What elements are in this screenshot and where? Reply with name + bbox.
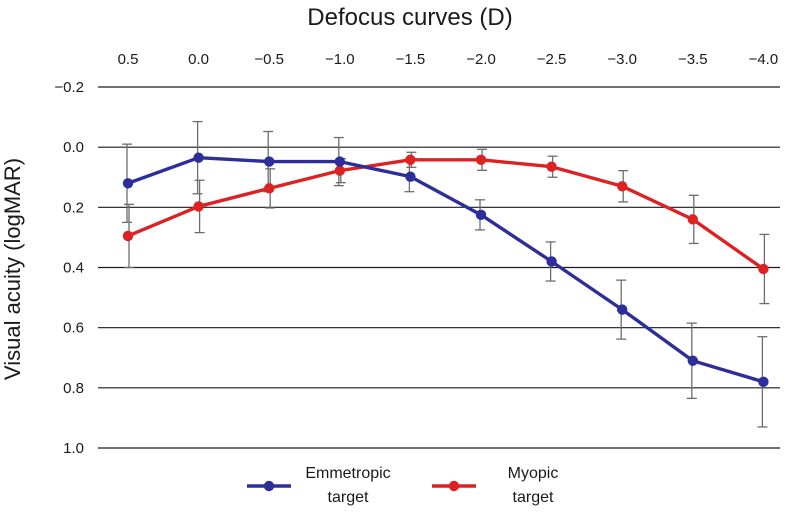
data-point xyxy=(405,154,416,166)
legend-label-line2: target xyxy=(328,489,369,506)
data-point xyxy=(546,161,557,172)
x-tick-label: −3.0 xyxy=(607,51,637,68)
y-tick-label: 0.2 xyxy=(63,199,84,216)
data-point xyxy=(193,152,204,163)
data-point xyxy=(193,201,204,212)
y-tick-labels: −0.2 0.0 0.2 0.4 0.6 0.8 1.0 xyxy=(54,79,84,457)
data-point xyxy=(122,230,134,242)
gridlines xyxy=(98,86,780,449)
data-point xyxy=(687,355,698,366)
x-tick-label: 0.5 xyxy=(118,51,139,68)
legend-swatch-marker xyxy=(263,480,275,492)
x-tick-label: −4.0 xyxy=(749,51,779,68)
x-tick-label: −0.5 xyxy=(254,51,284,68)
legend-swatch-marker xyxy=(448,480,460,492)
x-tick-label: −1.5 xyxy=(396,51,426,68)
data-point xyxy=(334,165,345,176)
data-point xyxy=(758,376,769,388)
y-tick-label: 0.4 xyxy=(63,260,84,277)
legend-label-line2: target xyxy=(513,489,554,506)
legend-label-line1: Emmetropic xyxy=(305,465,390,482)
data-point xyxy=(617,181,628,192)
data-point xyxy=(122,178,134,189)
data-point xyxy=(264,156,275,167)
y-tick-label: 0.0 xyxy=(63,139,84,156)
data-point xyxy=(687,214,698,225)
x-tick-label: −1.0 xyxy=(325,51,355,68)
chart-title: Defocus curves (D) xyxy=(307,4,512,31)
legend-item: Emmetropic target xyxy=(247,465,391,506)
y-tick-label: −0.2 xyxy=(54,79,84,96)
data-point xyxy=(475,154,487,166)
legend: Emmetropic target Myopic target xyxy=(247,465,558,506)
x-tick-label: −2.5 xyxy=(537,51,567,68)
x-tick-label: 0.0 xyxy=(188,51,209,68)
error-bars xyxy=(122,120,770,428)
data-point xyxy=(334,156,345,167)
y-tick-label: 1.0 xyxy=(63,440,84,457)
y-tick-label: 0.8 xyxy=(63,380,84,397)
x-tick-labels: 0.5 0.0 −0.5 −1.0 −1.5 −2.0 −2.5 −3.0 −3.5 −4.0 xyxy=(118,51,779,68)
data-point xyxy=(546,256,557,267)
series-line-emmetropic xyxy=(126,155,766,384)
data-point xyxy=(405,171,416,182)
legend-label-line1: Myopic xyxy=(508,465,559,482)
y-tick-label: 0.6 xyxy=(63,320,84,337)
x-tick-label: −2.0 xyxy=(466,51,496,68)
data-point xyxy=(758,263,769,275)
y-axis-label: Visual acuity (logMAR) xyxy=(0,158,25,380)
x-tick-label: −3.5 xyxy=(678,51,708,68)
legend-item: Myopic target xyxy=(432,465,558,506)
data-point xyxy=(617,304,628,315)
series-layer xyxy=(122,120,770,428)
data-point xyxy=(475,209,487,221)
data-point xyxy=(264,183,275,194)
series-line-myopic xyxy=(126,158,766,271)
